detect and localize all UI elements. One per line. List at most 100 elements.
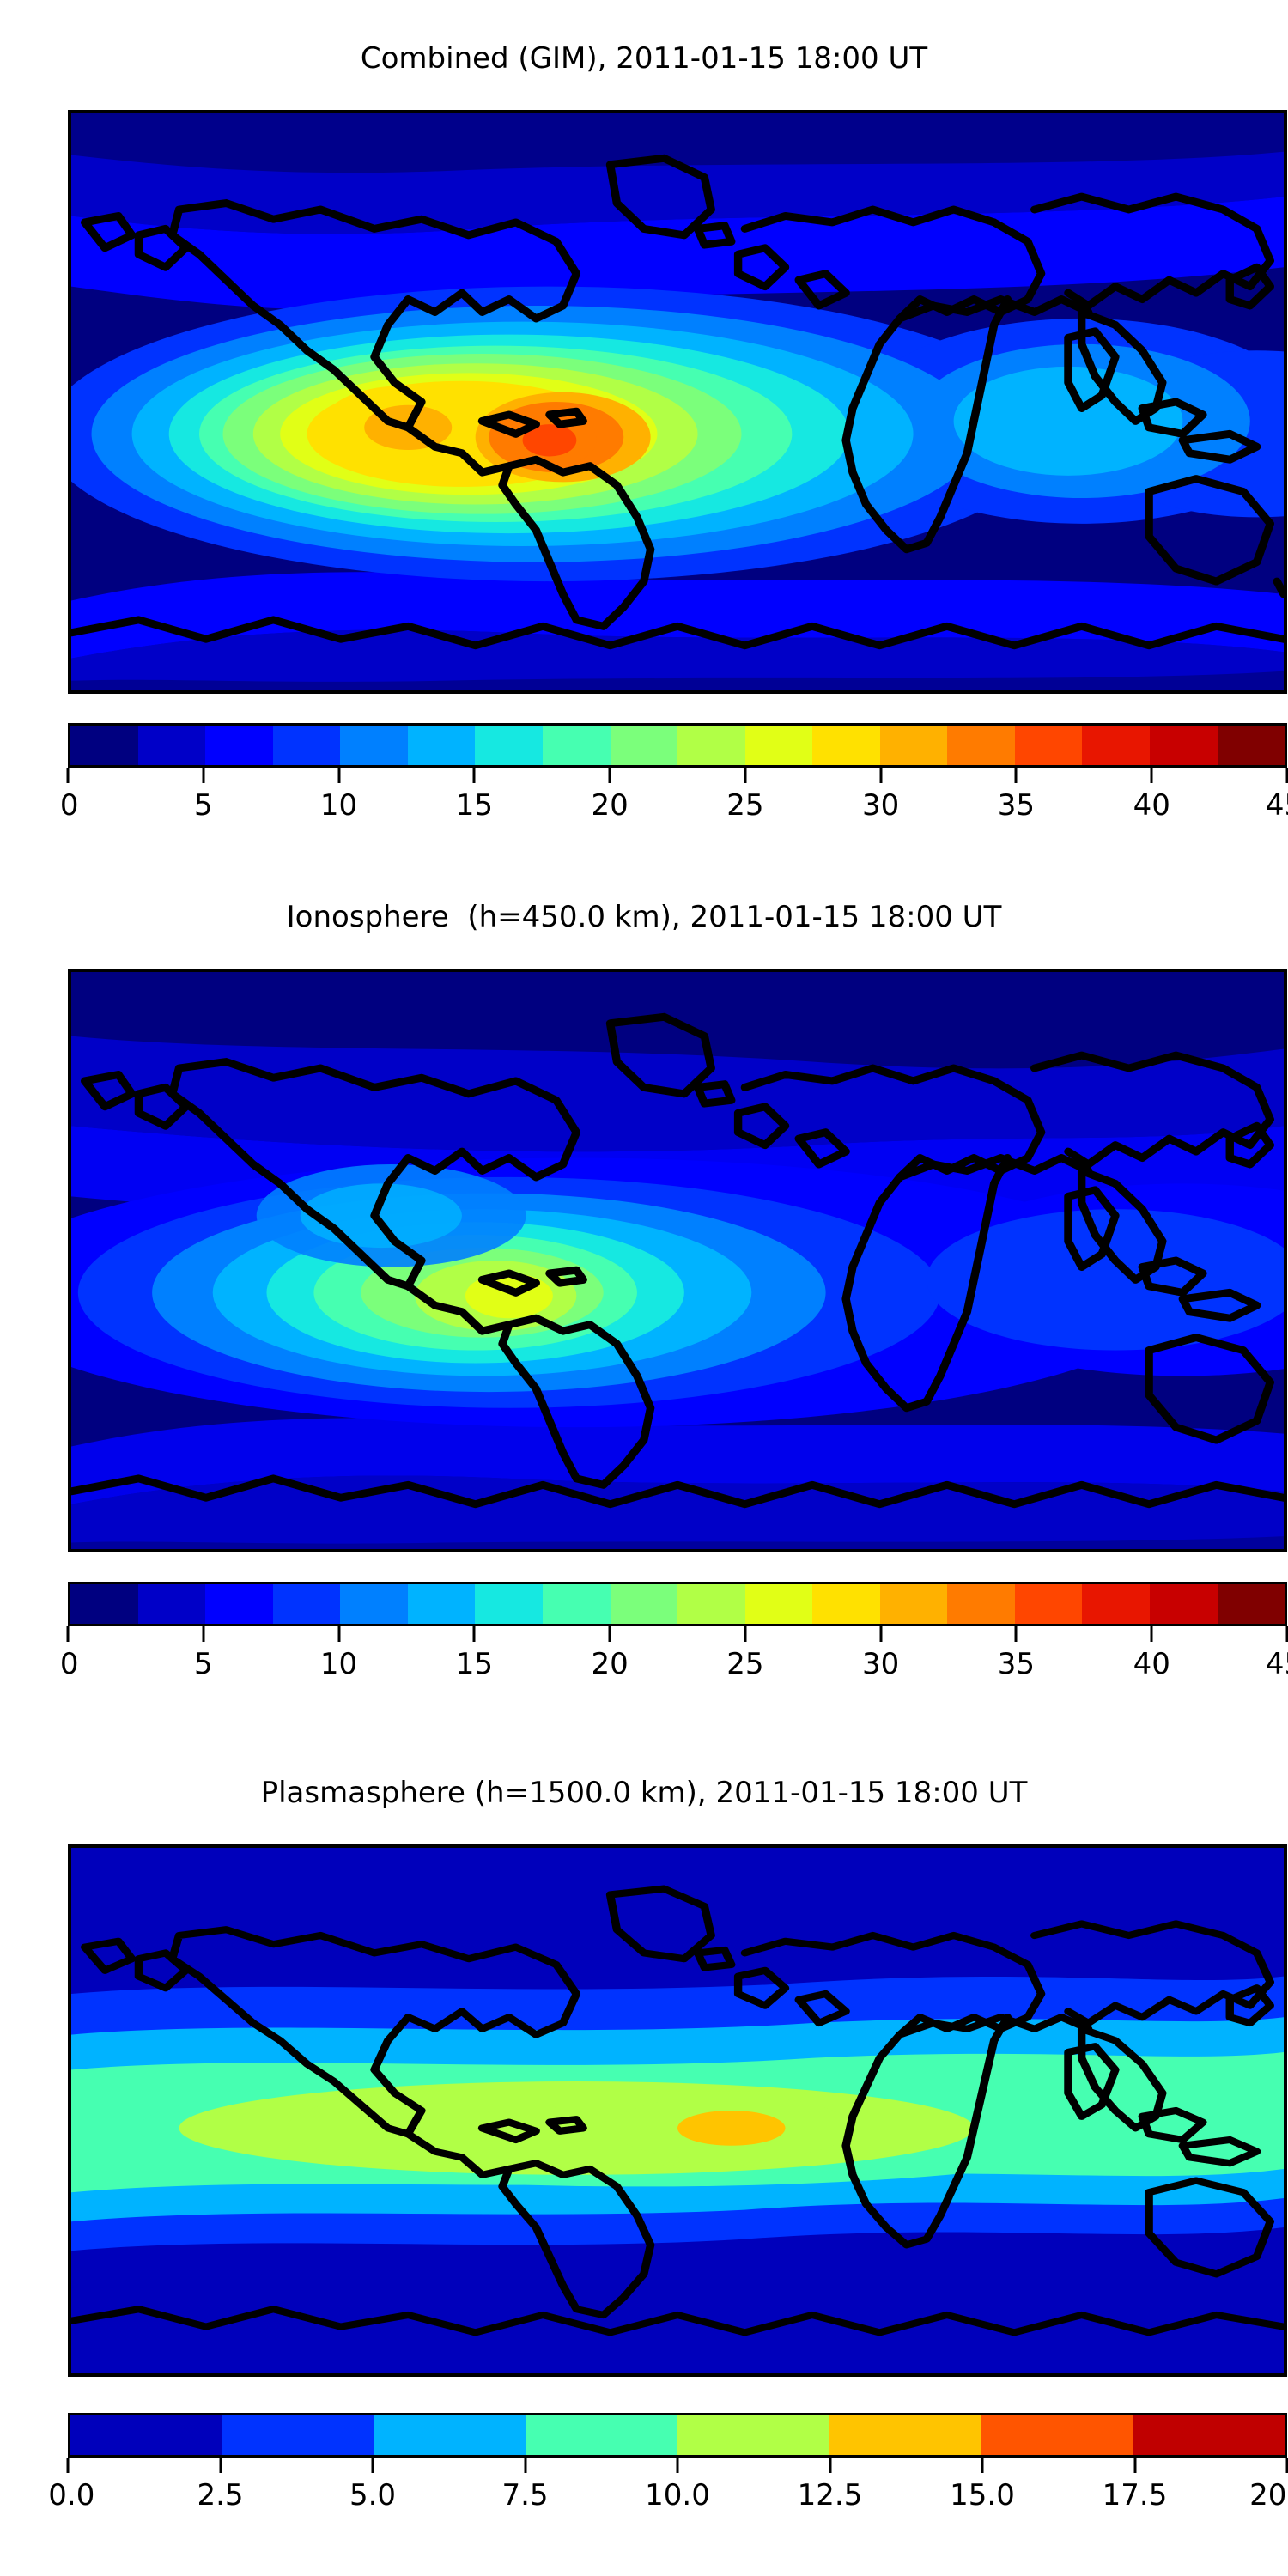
colorbar-segment [407,1584,476,1624]
colorbar-segment [374,2415,526,2455]
colorbar-tick [879,768,883,783]
colorbar-segment [1150,1584,1218,1624]
colorbar-tick [981,2458,984,2473]
map-field-combined [71,113,1284,690]
colorbar-tick [66,768,70,783]
colorbar-segment [1014,1584,1083,1624]
colorbar-segment [677,726,745,765]
map-axes-plasmasphere [68,1844,1287,2377]
colorbar-tick-label: 5.0 [349,2478,397,2512]
panel-plasmasphere: Plasmasphere (h=1500.0 km), 2011-01-15 1… [0,1735,1288,2576]
colorbar-segment [340,1584,408,1624]
colorbar-tick-label: 2.5 [197,2478,244,2512]
colorbar-segment [475,726,543,765]
colorbar-segment [610,726,678,765]
colorbar-tick-label: 35 [997,788,1036,823]
colorbar-tick [202,1626,205,1642]
colorbar-segment [829,2415,981,2455]
panel-ionosphere: Ionosphere (h=450.0 km), 2011-01-15 18:0… [0,859,1288,1735]
colorbar-segment [879,1584,948,1624]
colorbar-segment [744,726,813,765]
colorbar-segment [542,1584,611,1624]
colorbar-tick-label: 45 [1265,788,1288,823]
map-field-plasmasphere [71,1848,1284,2373]
colorbar-tick [1014,1626,1018,1642]
colorbar-segment [205,1584,273,1624]
colorbar-tick-label: 35 [997,1647,1036,1681]
colorbar-strip-plasmasphere [68,2413,1287,2458]
colorbar-tick-label: 7.5 [501,2478,549,2512]
colorbar-segment [222,2415,374,2455]
colorbar-segment [205,726,273,765]
colorbar-labels-combined: 0 5 10 15 20 25 30 35 40 45 [60,787,1288,833]
colorbar-segment [677,2415,829,2455]
colorbar-segment [70,726,138,765]
colorbar-segment [272,1584,341,1624]
colorbar-tick [1285,2458,1288,2473]
colorbar-segment [70,1584,138,1624]
contour-plot-combined [71,113,1284,690]
colorbar-tick-label: 10 [319,788,358,823]
colorbar-segment [947,1584,1015,1624]
colorbar-tick-label: 5 [193,1647,213,1681]
colorbar-labels-plasmasphere: 0.0 2.5 5.0 7.5 10.0 12.5 15.0 17.5 20.0 [48,2476,1288,2523]
colorbar-tick-label: 17.5 [1102,2478,1168,2512]
colorbar-strip-ionosphere [68,1582,1287,1626]
panel-title-ionosphere: Ionosphere (h=450.0 km), 2011-01-15 18:0… [286,900,1002,934]
contour-plot-plasmasphere [71,1848,1284,2373]
colorbar-tick [608,768,611,783]
colorbar-tick-label: 15 [455,1647,493,1681]
colorbar-segment [1217,1584,1285,1624]
colorbar-segment [981,2415,1133,2455]
colorbar-plasmasphere[interactable]: 0.0 2.5 5.0 7.5 10.0 12.5 15.0 17.5 20.0 [48,2413,1288,2523]
colorbar-ticks-plasmasphere [66,2458,1288,2476]
colorbar-tick [676,2458,679,2473]
map-axes-combined [68,110,1287,694]
contour-plot-ionosphere [71,972,1284,1549]
colorbar-ticks-ionosphere [66,1626,1288,1645]
coastlines-ionosphere [71,1012,1284,1509]
map-field-ionosphere [71,972,1284,1549]
colorbar-tick [524,2458,526,2473]
colorbar-tick-label: 40 [1133,1647,1170,1681]
colorbar-segment [744,1584,813,1624]
colorbar-tick-label: 20 [591,1647,629,1681]
colorbar-segment [475,1584,543,1624]
colorbar-tick-label: 20.0 [1249,2478,1288,2512]
colorbar-tick-label: 0 [59,788,79,823]
colorbar-tick [337,1626,341,1642]
colorbar-tick-label: 30 [862,1647,900,1681]
colorbar-segment [137,1584,206,1624]
colorbar-segment [526,2415,677,2455]
colorbar-tick [608,1626,611,1642]
panel-title-plasmasphere: Plasmasphere (h=1500.0 km), 2011-01-15 1… [260,1776,1028,1810]
colorbar-tick [1285,768,1288,783]
colorbar-labels-ionosphere: 0 5 10 15 20 25 30 35 40 45 [60,1645,1288,1692]
colorbar-combined[interactable]: 0 5 10 15 20 25 30 35 40 45 [60,723,1288,833]
colorbar-tick [66,2458,70,2473]
colorbar-tick-label: 20 [591,788,629,823]
colorbar-tick [744,768,747,783]
colorbar-segment [1082,726,1150,765]
colorbar-segment [610,1584,678,1624]
colorbar-tick [66,1626,70,1642]
colorbar-segment [812,726,880,765]
colorbar-segment [879,726,948,765]
colorbar-segment [137,726,206,765]
colorbar-tick [202,768,205,783]
colorbar-tick [1133,2458,1136,2473]
colorbar-segment [272,726,341,765]
colorbar-tick [1150,768,1153,783]
colorbar-segment [1217,726,1285,765]
colorbar-segment [542,726,611,765]
colorbar-ionosphere[interactable]: 0 5 10 15 20 25 30 35 40 45 [60,1582,1288,1692]
map-axes-ionosphere [68,969,1287,1552]
coastlines-combined [71,154,1284,650]
colorbar-tick-label: 15.0 [950,2478,1015,2512]
colorbar-tick [472,1626,476,1642]
colorbar-segment [407,726,476,765]
colorbar-tick [371,2458,374,2473]
colorbar-tick [219,2458,222,2473]
panel-combined: Combined (GIM), 2011-01-15 18:00 UT [0,0,1288,859]
colorbar-strip-combined [68,723,1287,768]
